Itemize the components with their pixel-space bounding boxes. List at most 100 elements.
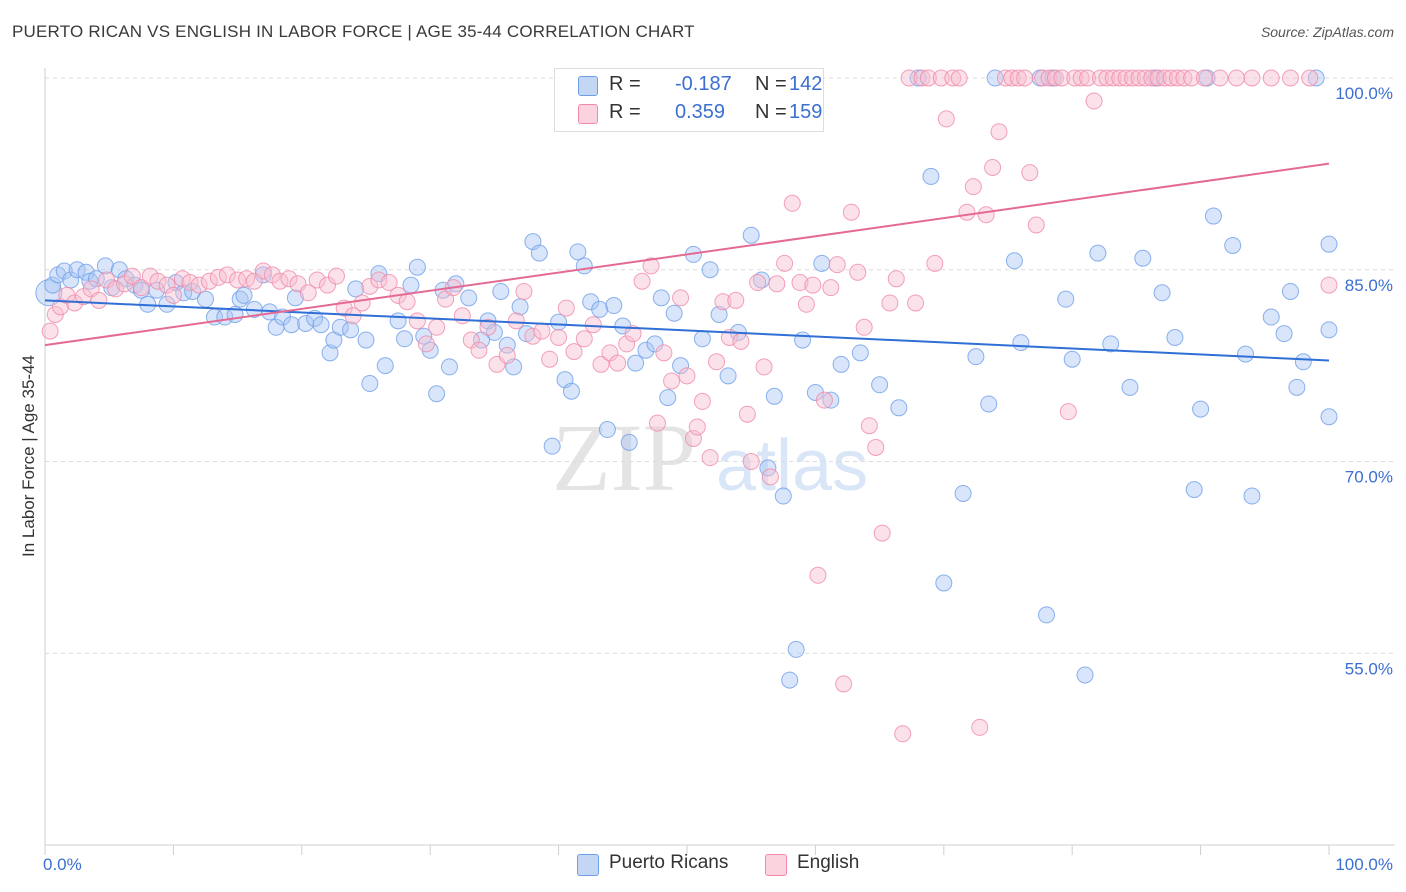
- point-puerto-ricans: [402, 276, 420, 294]
- point-english: [470, 341, 488, 359]
- series-legend: Puerto Ricans English: [0, 852, 1406, 878]
- point-puerto-ricans: [361, 375, 379, 393]
- point-puerto-ricans: [659, 389, 677, 407]
- data-points: [35, 69, 1338, 743]
- swatch-blue: [577, 854, 599, 876]
- point-english: [990, 123, 1008, 141]
- point-puerto-ricans: [96, 257, 114, 275]
- point-english: [642, 257, 660, 275]
- chart-title: PUERTO RICAN VS ENGLISH IN LABOR FORCE |…: [12, 22, 695, 41]
- trend-lines: [44, 162, 1330, 362]
- point-puerto-ricans: [396, 330, 414, 348]
- point-english: [507, 312, 525, 330]
- point-puerto-ricans: [922, 167, 940, 185]
- point-english: [1168, 69, 1186, 87]
- point-puerto-ricans: [627, 354, 645, 372]
- point-puerto-ricans: [1134, 249, 1152, 267]
- point-english: [299, 284, 317, 302]
- point-english: [984, 158, 1002, 176]
- point-puerto-ricans: [569, 243, 587, 261]
- point-english: [1047, 69, 1065, 87]
- point-puerto-ricans: [967, 348, 985, 366]
- point-english: [565, 343, 583, 361]
- point-english: [835, 675, 853, 693]
- point-puerto-ricans: [765, 387, 783, 405]
- point-english: [900, 69, 918, 87]
- trend-line-english: [44, 162, 1330, 347]
- point-puerto-ricans: [331, 318, 349, 336]
- point-english: [797, 295, 815, 313]
- point-english: [524, 327, 542, 345]
- point-english: [964, 178, 982, 196]
- point-puerto-ricans: [637, 341, 655, 359]
- point-puerto-ricans: [909, 69, 927, 87]
- point-english: [1124, 69, 1142, 87]
- point-puerto-ricans: [1320, 321, 1338, 339]
- point-puerto-ricans: [1237, 345, 1255, 363]
- point-puerto-ricans: [719, 367, 737, 385]
- r-label: R =: [609, 101, 641, 123]
- point-english: [123, 267, 141, 285]
- point-puerto-ricans: [646, 335, 664, 353]
- point-english: [1211, 69, 1229, 87]
- point-puerto-ricans: [389, 312, 407, 330]
- point-english: [693, 392, 711, 410]
- point-english: [1098, 69, 1116, 87]
- point-puerto-ricans: [620, 433, 638, 451]
- point-puerto-ricans: [1185, 481, 1203, 499]
- point-english: [453, 307, 471, 325]
- n-value: 159: [789, 101, 823, 123]
- point-puerto-ricans: [44, 276, 62, 294]
- point-english: [742, 453, 760, 470]
- point-puerto-ricans: [710, 305, 728, 323]
- point-puerto-ricans: [1038, 606, 1056, 624]
- point-english: [1162, 69, 1180, 87]
- point-english: [200, 272, 218, 290]
- point-puerto-ricans: [693, 330, 711, 348]
- point-english: [776, 254, 794, 272]
- point-english: [1130, 69, 1148, 87]
- point-english: [804, 276, 822, 294]
- point-puerto-ricans: [283, 316, 301, 334]
- point-english: [592, 355, 610, 373]
- point-english: [755, 358, 773, 376]
- point-english: [1195, 69, 1213, 87]
- point-english: [479, 318, 497, 336]
- point-english: [937, 110, 955, 128]
- point-english: [678, 367, 696, 385]
- point-english: [353, 294, 371, 312]
- point-english: [1091, 69, 1109, 87]
- point-english: [761, 468, 779, 486]
- point-puerto-ricans: [306, 309, 324, 327]
- y-axis-label: In Labor Force | Age 35-44: [19, 355, 38, 557]
- point-english: [894, 725, 912, 743]
- point-puerto-ricans: [774, 487, 792, 505]
- point-puerto-ricans: [1089, 244, 1107, 262]
- point-english: [318, 276, 336, 294]
- point-english: [881, 294, 899, 312]
- point-english: [149, 272, 167, 290]
- point-puerto-ricans: [851, 344, 869, 362]
- x-tick-label: 0.0%: [43, 855, 82, 874]
- point-puerto-ricans: [781, 671, 799, 689]
- point-english: [809, 566, 827, 584]
- point-puerto-ricans: [1063, 350, 1081, 368]
- point-puerto-ricans: [1057, 290, 1075, 308]
- point-english: [1149, 69, 1167, 87]
- x-tick-label: 100.0%: [1335, 855, 1393, 874]
- r-label: R =: [609, 73, 641, 95]
- swatch-pink: [765, 854, 787, 876]
- point-english: [1183, 69, 1201, 87]
- point-english: [164, 286, 182, 304]
- point-english: [557, 299, 575, 317]
- point-english: [380, 274, 398, 292]
- point-english: [98, 271, 116, 289]
- point-english: [218, 266, 236, 284]
- point-puerto-ricans: [312, 316, 330, 334]
- point-english: [1143, 69, 1161, 87]
- point-english: [1053, 69, 1071, 87]
- y-tick-label: 85.0%: [1345, 276, 1393, 295]
- point-puerto-ricans: [1005, 252, 1023, 270]
- point-english: [1301, 69, 1319, 87]
- point-english: [90, 291, 108, 309]
